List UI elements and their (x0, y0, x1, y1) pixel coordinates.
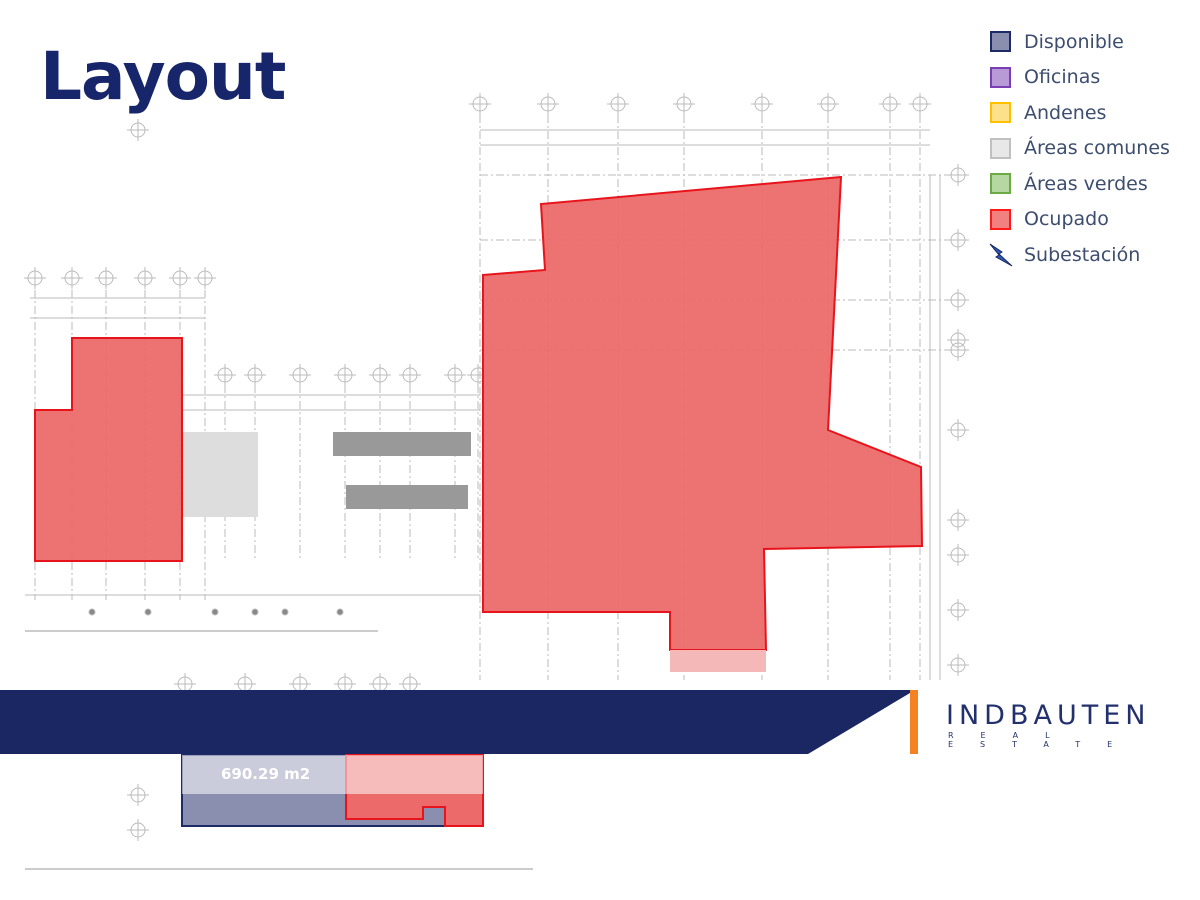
legend-item: Disponible (990, 24, 1170, 60)
occupied-area-faded (670, 650, 766, 672)
legend-item: Áreas verdes (990, 166, 1170, 202)
banner (0, 690, 918, 754)
page-title: Layout (40, 38, 286, 115)
legend-label: Disponible (1024, 30, 1124, 53)
common-area (333, 432, 471, 456)
legend-item: Subestación (989, 237, 1170, 273)
legend-label: Andenes (1024, 101, 1107, 124)
legend-item: Oficinas (990, 60, 1170, 96)
plan-shapes (25, 175, 924, 870)
area-label: 690.29 m2 (221, 765, 311, 783)
legend-item: Ocupado (990, 202, 1170, 238)
common-area (182, 432, 258, 517)
banner-bar (0, 690, 915, 754)
plan-grid-lines (24, 93, 969, 841)
legend: Disponible Oficinas Andenes Áreas comunes Ár… (989, 24, 1170, 273)
occupied-area-left (34, 337, 183, 562)
legend-swatch (990, 173, 1011, 195)
label-overlay (182, 755, 483, 794)
logo-tagline: REAL ESTATE (948, 731, 1140, 749)
legend-label: Áreas verdes (1024, 172, 1148, 195)
lightning-bolt-icon (989, 243, 1013, 267)
legend-swatch (990, 66, 1011, 88)
legend-label: Ocupado (1024, 208, 1109, 231)
legend-swatch (990, 137, 1011, 159)
legend-label: Subestación (1024, 243, 1141, 266)
legend-item: Andenes (990, 95, 1170, 131)
common-area (346, 485, 468, 509)
company-logo: INDBAUTEN REAL ESTATE (946, 700, 1186, 749)
logo-name: INDBAUTEN (946, 700, 1151, 731)
legend-item: Áreas comunes (990, 131, 1170, 167)
legend-label: Áreas comunes (1024, 137, 1170, 160)
banner-accent (910, 690, 918, 754)
legend-swatch (990, 208, 1011, 230)
legend-swatch (990, 102, 1011, 124)
legend-swatch (990, 31, 1011, 53)
legend-label: Oficinas (1024, 66, 1101, 89)
occupied-area-main (482, 175, 924, 651)
